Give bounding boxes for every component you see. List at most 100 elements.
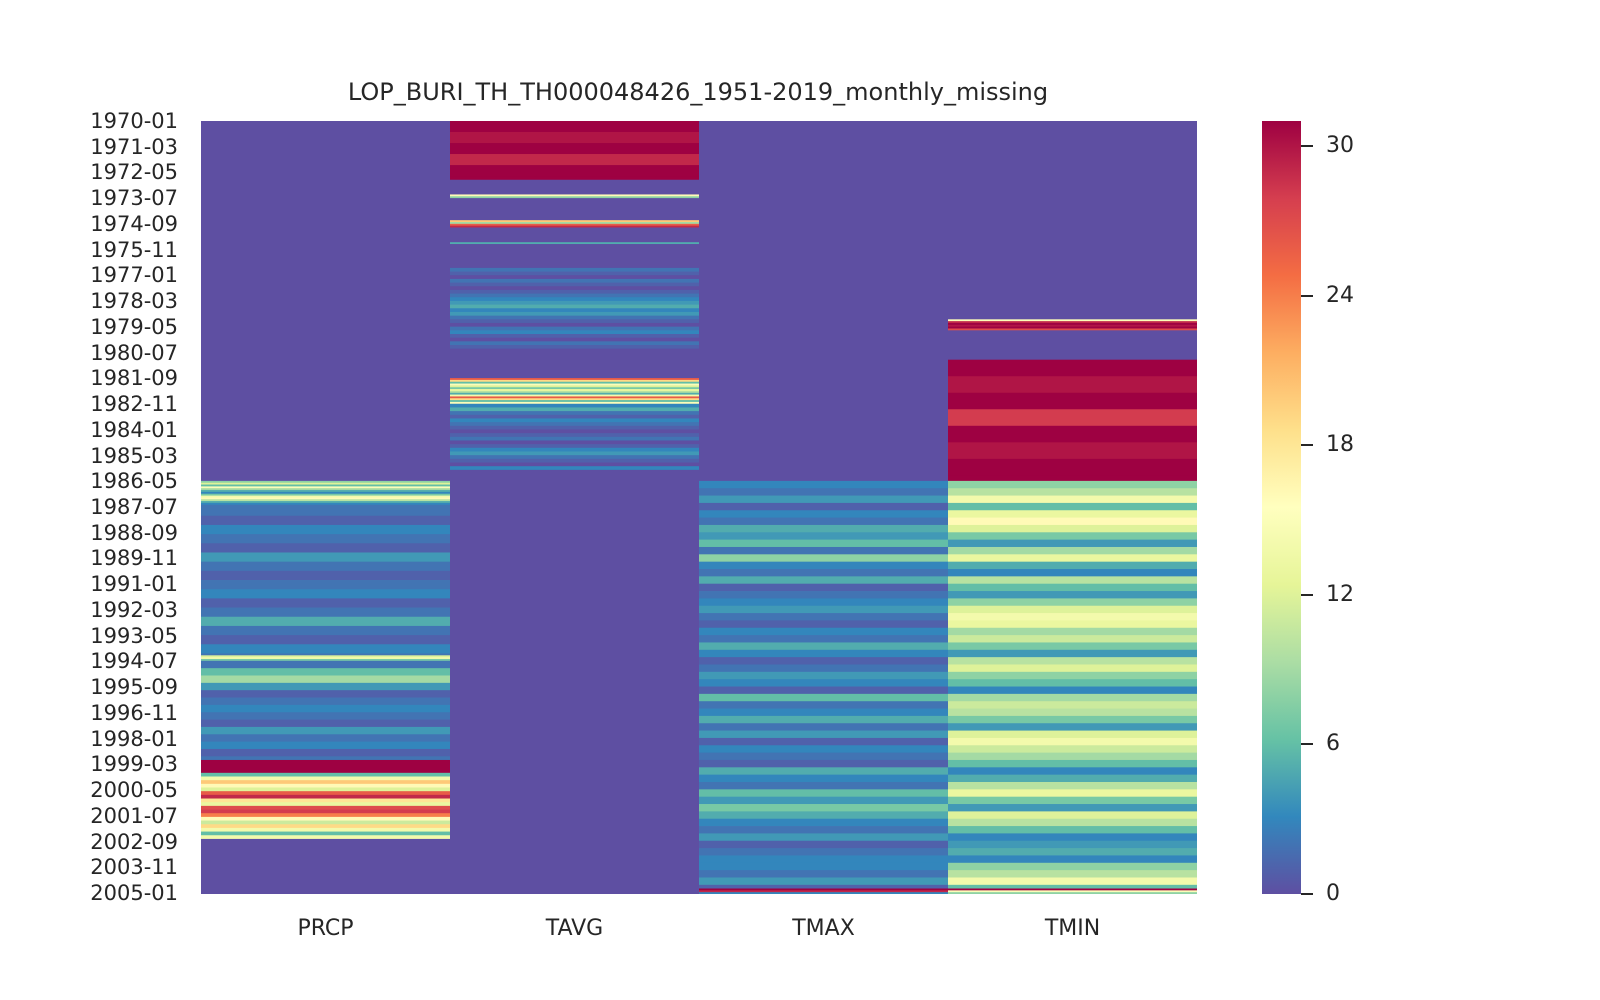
colorbar-tick-mark	[1301, 743, 1313, 746]
heatmap-cell-tmin	[948, 855, 1197, 864]
heatmap-cell-tavg	[450, 418, 700, 423]
heatmap-cell-prcp	[201, 589, 451, 599]
heatmap-cell-tmin	[948, 569, 1197, 577]
colorbar-tick-label: 24	[1326, 282, 1354, 308]
heatmap-cell-tmax	[699, 782, 949, 790]
heatmap-cell-tmin	[948, 532, 1197, 541]
heatmap-cell-prcp	[201, 658, 451, 662]
heatmap-cell-tmax	[699, 569, 949, 577]
heatmap-cell-tavg	[450, 378, 700, 381]
y-tick-label: 1991-01	[90, 572, 178, 597]
heatmap-cell-tmin	[948, 524, 1197, 533]
heatmap-cell-tmax	[699, 488, 949, 496]
heatmap-cell-tavg	[450, 345, 700, 350]
colorbar-tick-label: 12	[1326, 581, 1354, 607]
heatmap-cell-tmin	[948, 598, 1197, 607]
heatmap-cell-tavg	[450, 436, 700, 441]
heatmap-cell-tmax	[699, 613, 949, 621]
heatmap-cell-tmax	[699, 877, 949, 886]
y-tick-label: 1995-09	[90, 675, 178, 700]
y-tick-label: 1973-07	[90, 186, 178, 211]
heatmap-cell-tavg	[450, 289, 700, 294]
heatmap-cell-tmin	[948, 620, 1197, 629]
heatmap-cell-tavg	[450, 429, 700, 434]
heatmap-cell-prcp	[201, 809, 451, 814]
heatmap-cell-tavg	[450, 121, 700, 133]
heatmap-cell-tmax	[699, 664, 949, 673]
heatmap-cell-tmin	[948, 657, 1197, 665]
y-tick-label: 1996-11	[90, 700, 178, 725]
heatmap-cell-prcp	[201, 668, 451, 676]
heatmap-cell-tavg	[450, 398, 700, 401]
heatmap-cell-tmin	[948, 576, 1197, 585]
heatmap-cell-tmax	[699, 502, 949, 511]
heatmap-cell-prcp	[201, 493, 451, 496]
heatmap-cell-tmin	[948, 613, 1197, 621]
heatmap-cell-tmin	[948, 752, 1197, 761]
colorbar-tick-label: 0	[1326, 881, 1340, 906]
heatmap-cell-tmin	[948, 635, 1197, 643]
heatmap-cell-tmax	[699, 598, 949, 607]
heatmap-cell-prcp	[201, 625, 451, 636]
heatmap-cell-tmin	[948, 517, 1197, 526]
y-tick-label: 2002-09	[90, 829, 178, 854]
heatmap-cell-tmax	[699, 715, 949, 724]
y-tick-label: 1981-09	[90, 366, 178, 391]
heatmap-cell-tmin	[948, 330, 1197, 361]
heatmap-cell-tmax	[699, 679, 949, 687]
heatmap-cell-tavg	[450, 322, 700, 328]
colorbar-gradient	[1262, 121, 1301, 894]
heatmap-cell-tavg	[450, 143, 700, 155]
heatmap-cell-prcp	[201, 816, 451, 821]
y-tick-label: 1993-05	[90, 623, 178, 648]
heatmap-cell-tavg	[450, 392, 700, 395]
y-tick-label: 1980-07	[90, 340, 178, 365]
heatmap-cell-tmin	[948, 425, 1197, 443]
heatmap-cell-tavg	[450, 396, 700, 399]
heatmap-cell-tmin	[948, 693, 1197, 702]
heatmap-cell-prcp	[201, 515, 451, 526]
heatmap-cell-prcp	[201, 719, 451, 728]
heatmap-cell-tmax	[699, 870, 949, 878]
heatmap-cell-tavg	[450, 455, 700, 460]
heatmap-cell-tmax	[699, 591, 949, 599]
heatmap-cell-tmax	[699, 892, 949, 894]
y-tick-label: 1970-01	[90, 109, 178, 133]
heatmap-cell-tmin	[948, 442, 1197, 460]
heatmap-cell-tmin	[948, 488, 1197, 496]
heatmap-cell-tmax	[699, 686, 949, 695]
heatmap-cell-tavg	[450, 422, 700, 427]
heatmap-cell-tmin	[948, 554, 1197, 563]
heatmap-cell-tmin	[948, 884, 1197, 889]
heatmap-cell-tmin	[948, 376, 1197, 394]
x-tick-label-tavg: TAVG	[545, 916, 604, 941]
heatmap-cell-prcp	[201, 499, 451, 502]
heatmap-cell-prcp	[201, 121, 451, 482]
heatmap-cell-tmin	[948, 605, 1197, 614]
heatmap-cell-tmax	[699, 745, 949, 754]
heatmap-cell-prcp	[201, 484, 451, 487]
heatmap-cell-prcp	[201, 783, 451, 788]
heatmap-cell-prcp	[201, 827, 451, 832]
heatmap-cell-tmax	[699, 642, 949, 651]
heatmap-cell-tavg	[450, 444, 700, 449]
heatmap-cell-tmax	[699, 517, 949, 526]
heatmap-cell-tavg	[450, 389, 700, 392]
colorbar-tick-mark	[1301, 294, 1313, 297]
heatmap-cell-tmin	[948, 319, 1197, 322]
heatmap-cell-tmin	[948, 723, 1197, 731]
heatmap-cell-tmin	[948, 121, 1197, 320]
heatmap-cell-tmax	[699, 862, 949, 871]
colorbar-tick-label: 18	[1326, 432, 1354, 458]
heatmap-cell-tmax	[699, 510, 949, 518]
heatmap-cell-prcp	[201, 748, 451, 757]
heatmap-cell-tmin	[948, 789, 1197, 798]
heatmap-cell-prcp	[201, 506, 451, 517]
heatmap-cell-tavg	[450, 132, 700, 144]
heatmap-cell-tmax	[699, 693, 949, 702]
heatmap-cell-prcp	[201, 794, 451, 799]
heatmap-cell-prcp	[201, 570, 451, 581]
heatmap-cell-tmin	[948, 392, 1197, 410]
y-tick-label: 1971-03	[90, 134, 178, 159]
heatmap-cell-prcp	[201, 657, 451, 660]
